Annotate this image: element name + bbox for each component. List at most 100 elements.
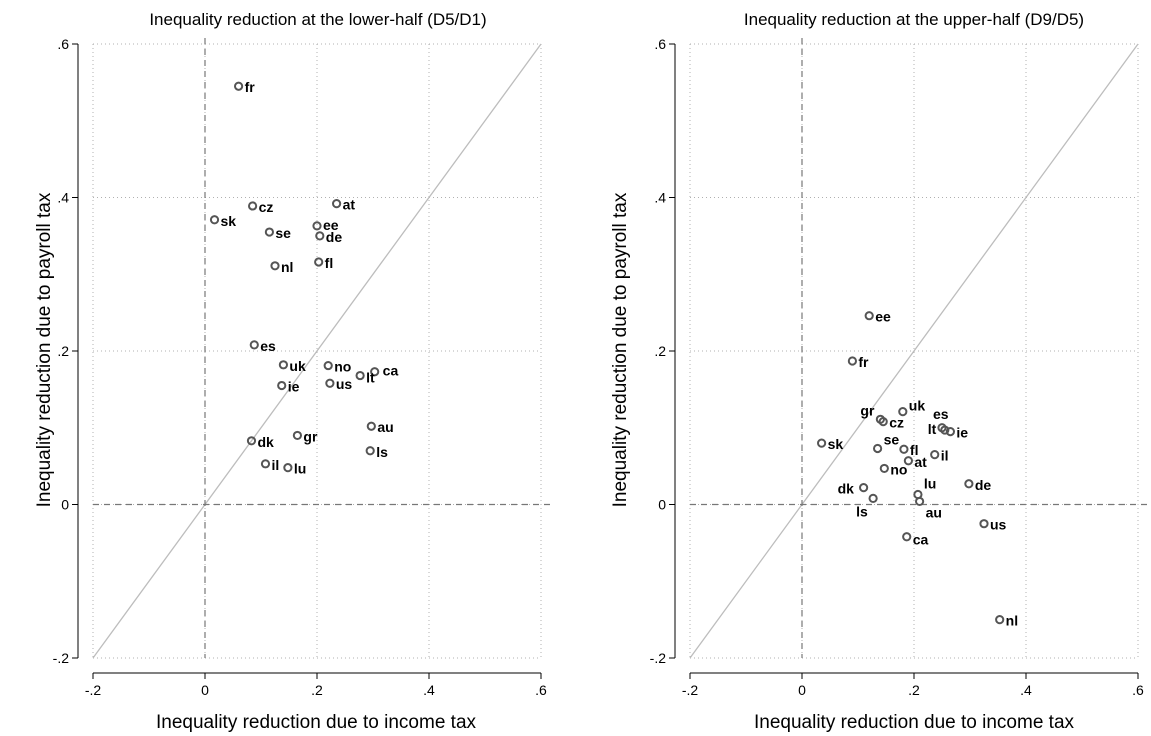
right-point-label-il: il (941, 448, 949, 464)
left-x-tick-label-1: 0 (201, 682, 209, 698)
right-point-label-at: at (914, 454, 927, 470)
left-point-label-au: au (377, 419, 393, 435)
left-point-label-dk: dk (257, 434, 274, 450)
left-point-label-fl: fl (325, 255, 334, 271)
left-point-label-lt: lt (366, 370, 375, 386)
left-point-ca (370, 367, 380, 377)
right-x-tick-label-3: .4 (1020, 682, 1032, 698)
left-point-ls (365, 446, 375, 456)
left-point-de (315, 231, 325, 241)
left-point-lu (283, 463, 293, 473)
left-point-lt (355, 370, 365, 381)
left-x-tick-label-4: .6 (535, 682, 547, 698)
right-point-label-se: se (884, 431, 900, 447)
right-point-label-us: us (990, 517, 1007, 533)
right-x-tick-label-1: 0 (798, 682, 806, 698)
left-point-label-ca: ca (383, 363, 399, 379)
left-point-uk (278, 360, 288, 370)
left-point-label-ls: ls (376, 444, 388, 460)
right-point-au (915, 496, 925, 507)
right-point-ls (868, 493, 878, 503)
left-y-axis-label: Inequality reduction due to payroll tax (34, 192, 55, 507)
right-point-uk (898, 407, 908, 417)
left-point-label-nl: nl (281, 259, 293, 275)
right-point-label-ca: ca (913, 532, 929, 548)
left-point-dk (246, 436, 257, 446)
right-chart-title: Inequality reduction at the upper-half (… (744, 10, 1084, 29)
right-panel-upper-half: Inequality reduction at the upper-half (… (610, 10, 1151, 733)
right-point-label-cz: cz (889, 415, 904, 431)
left-point-cz (248, 201, 258, 211)
right-point-us (979, 519, 989, 529)
left-x-axis-label: Inequality reduction due to income tax (156, 712, 477, 733)
right-y-tick-label-4: .6 (654, 36, 666, 52)
right-x-tick-label-2: .2 (908, 682, 920, 698)
right-y-tick-label-1: 0 (658, 497, 666, 513)
left-point-label-cz: cz (259, 199, 274, 215)
right-point-label-fr: fr (858, 354, 869, 370)
left-y-tick-label-3: .4 (57, 190, 69, 206)
right-point-label-uk: uk (909, 398, 926, 414)
right-point-label-no: no (890, 461, 907, 477)
right-point-lt (940, 425, 950, 435)
right-x-tick-label-0: -.2 (682, 682, 699, 698)
left-x-tick-label-2: .2 (311, 682, 323, 698)
left-point-label-ie: ie (288, 379, 300, 395)
left-panel-lower-half: Inequality reduction at the lower-half (… (34, 10, 555, 733)
left-point-sk (209, 215, 220, 225)
left-point-label-sk: sk (221, 213, 237, 229)
right-point-label-gr: gr (860, 402, 875, 418)
right-point-label-sk: sk (828, 436, 844, 452)
left-x-tick-label-3: .4 (423, 682, 435, 698)
left-y-tick-label-4: .6 (57, 36, 69, 52)
left-point-label-no: no (334, 359, 351, 375)
left-point-at (332, 199, 342, 209)
left-point-fr (234, 81, 244, 91)
right-y-axis-label: Inequality reduction due to payroll tax (610, 192, 631, 507)
left-point-label-se: se (275, 225, 291, 241)
left-point-fl (314, 257, 324, 267)
right-point-no (879, 463, 889, 474)
left-diagonal-line (92, 43, 542, 659)
right-y-tick-label-0: -.2 (650, 650, 667, 666)
right-point-cz (878, 417, 888, 427)
right-x-axis-label: Inequality reduction due to income tax (754, 712, 1075, 733)
right-diagonal-line (689, 43, 1139, 659)
left-point-label-fr: fr (245, 79, 256, 95)
left-point-no (323, 360, 333, 371)
right-point-sk (817, 438, 827, 448)
right-point-label-nl: nl (1006, 613, 1018, 629)
right-point-label-ie: ie (956, 425, 968, 441)
right-point-il (930, 450, 940, 460)
left-point-label-lu: lu (294, 461, 306, 477)
left-point-label-ee: ee (323, 217, 339, 233)
right-point-de (964, 479, 974, 489)
right-point-fr (847, 356, 858, 366)
right-point-at (903, 456, 914, 466)
right-point-ee (864, 311, 874, 321)
right-y-tick-label-3: .4 (654, 190, 666, 206)
left-x-tick-label-0: -.2 (85, 682, 102, 698)
left-point-label-us: us (336, 376, 353, 392)
right-point-ie (945, 426, 956, 437)
left-point-ee (312, 221, 322, 231)
left-y-tick-label-1: 0 (61, 497, 69, 513)
left-point-label-gr: gr (303, 428, 318, 444)
left-chart-title: Inequality reduction at the lower-half (… (149, 10, 486, 29)
left-y-tick-label-2: .2 (57, 343, 69, 359)
left-point-au (366, 421, 376, 431)
left-point-se (264, 227, 274, 237)
right-point-label-au: au (926, 504, 942, 520)
left-point-label-es: es (260, 338, 276, 354)
right-point-ca (902, 532, 912, 542)
right-point-label-es: es (933, 406, 949, 422)
left-point-label-il: il (271, 457, 279, 473)
left-point-label-uk: uk (289, 358, 306, 374)
left-point-label-de: de (326, 229, 343, 245)
right-point-nl (995, 615, 1005, 625)
right-point-label-de: de (975, 477, 992, 493)
right-point-label-lt: lt (928, 421, 937, 437)
left-point-nl (270, 261, 280, 271)
left-point-es (249, 340, 259, 350)
